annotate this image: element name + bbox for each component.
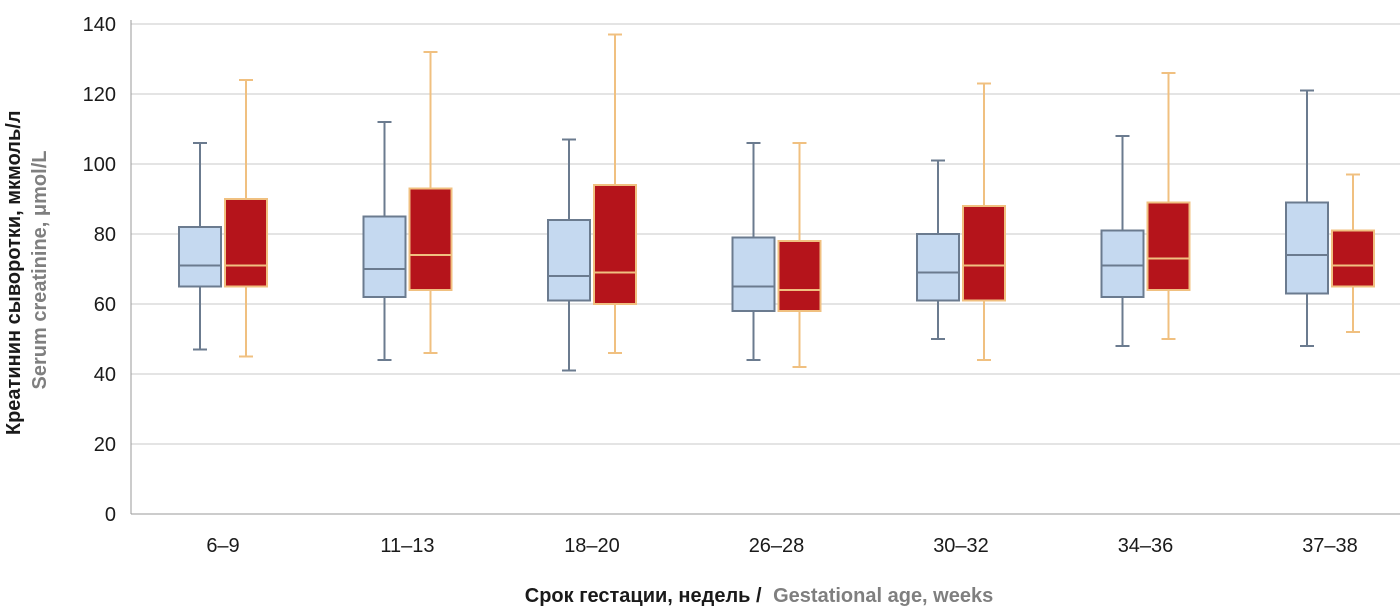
y-tick-label: 60	[94, 294, 116, 316]
box-plot	[962, 82, 1006, 361]
x-tick-label: 6–9	[206, 535, 239, 557]
box-plot	[1331, 173, 1375, 333]
y-tick-label: 20	[94, 434, 116, 456]
x-axis-title-secondary: Gestational age, weeks	[773, 585, 993, 607]
category-group	[1100, 72, 1191, 347]
box	[1100, 229, 1145, 298]
box-plot	[1100, 135, 1145, 347]
box-plot	[777, 142, 822, 368]
box-groups	[178, 33, 1375, 372]
box	[1331, 229, 1375, 288]
box-plot	[1146, 72, 1191, 340]
x-tick-labels: 6–9 11–13 18–20 26–28 30–32 34–36 37–38	[206, 535, 1358, 557]
box-plot	[224, 79, 268, 358]
x-tick-label: 18–20	[564, 535, 620, 557]
box	[916, 233, 960, 302]
x-tick-label: 34–36	[1118, 535, 1174, 557]
x-axis-title-primary: Срок гестации, недель /	[525, 585, 762, 607]
x-tick-label: 37–38	[1302, 535, 1358, 557]
y-axis-title-primary: Креатинин сыворотки, мкмоль/л	[3, 110, 25, 435]
y-tick-labels: 0 20 40 60 80 100 120 140	[83, 14, 116, 526]
y-axis-title: Креатинин сыворотки, мкмоль/л Serum crea…	[3, 105, 51, 435]
box-plot	[593, 33, 637, 354]
category-group	[1285, 89, 1375, 347]
y-tick-label: 140	[83, 14, 116, 36]
box	[408, 187, 453, 291]
box	[1285, 201, 1329, 295]
category-group	[362, 51, 453, 361]
box	[547, 219, 591, 302]
x-axis-title: Срок гестации, недель / Gestational age,…	[525, 585, 993, 607]
box-plot	[178, 142, 222, 351]
box-plot	[1285, 89, 1329, 347]
box	[224, 198, 268, 288]
x-tick-label: 30–32	[933, 535, 989, 557]
x-tick-label: 11–13	[380, 535, 434, 557]
category-group	[547, 33, 637, 372]
category-group	[178, 79, 268, 358]
y-axis-title-secondary: Serum creatinine, μmol/L	[29, 151, 51, 390]
y-tick-label: 120	[83, 84, 116, 106]
y-tick-label: 0	[105, 504, 116, 526]
category-group	[916, 82, 1006, 361]
box	[962, 205, 1006, 302]
y-tick-label: 40	[94, 364, 116, 386]
box-plot	[547, 138, 591, 372]
box-plot	[408, 51, 453, 354]
box-plot	[916, 159, 960, 340]
y-tick-label: 100	[83, 154, 116, 176]
x-tick-label: 26–28	[749, 535, 805, 557]
y-tick-label: 80	[94, 224, 116, 246]
box	[1146, 201, 1191, 291]
box	[731, 236, 776, 312]
box	[777, 240, 822, 312]
box-plot	[731, 142, 776, 361]
box	[593, 184, 637, 305]
box-plot	[362, 121, 407, 361]
category-group	[731, 142, 822, 368]
grid-lines	[130, 20, 1400, 515]
box	[362, 215, 407, 298]
box	[178, 226, 222, 288]
